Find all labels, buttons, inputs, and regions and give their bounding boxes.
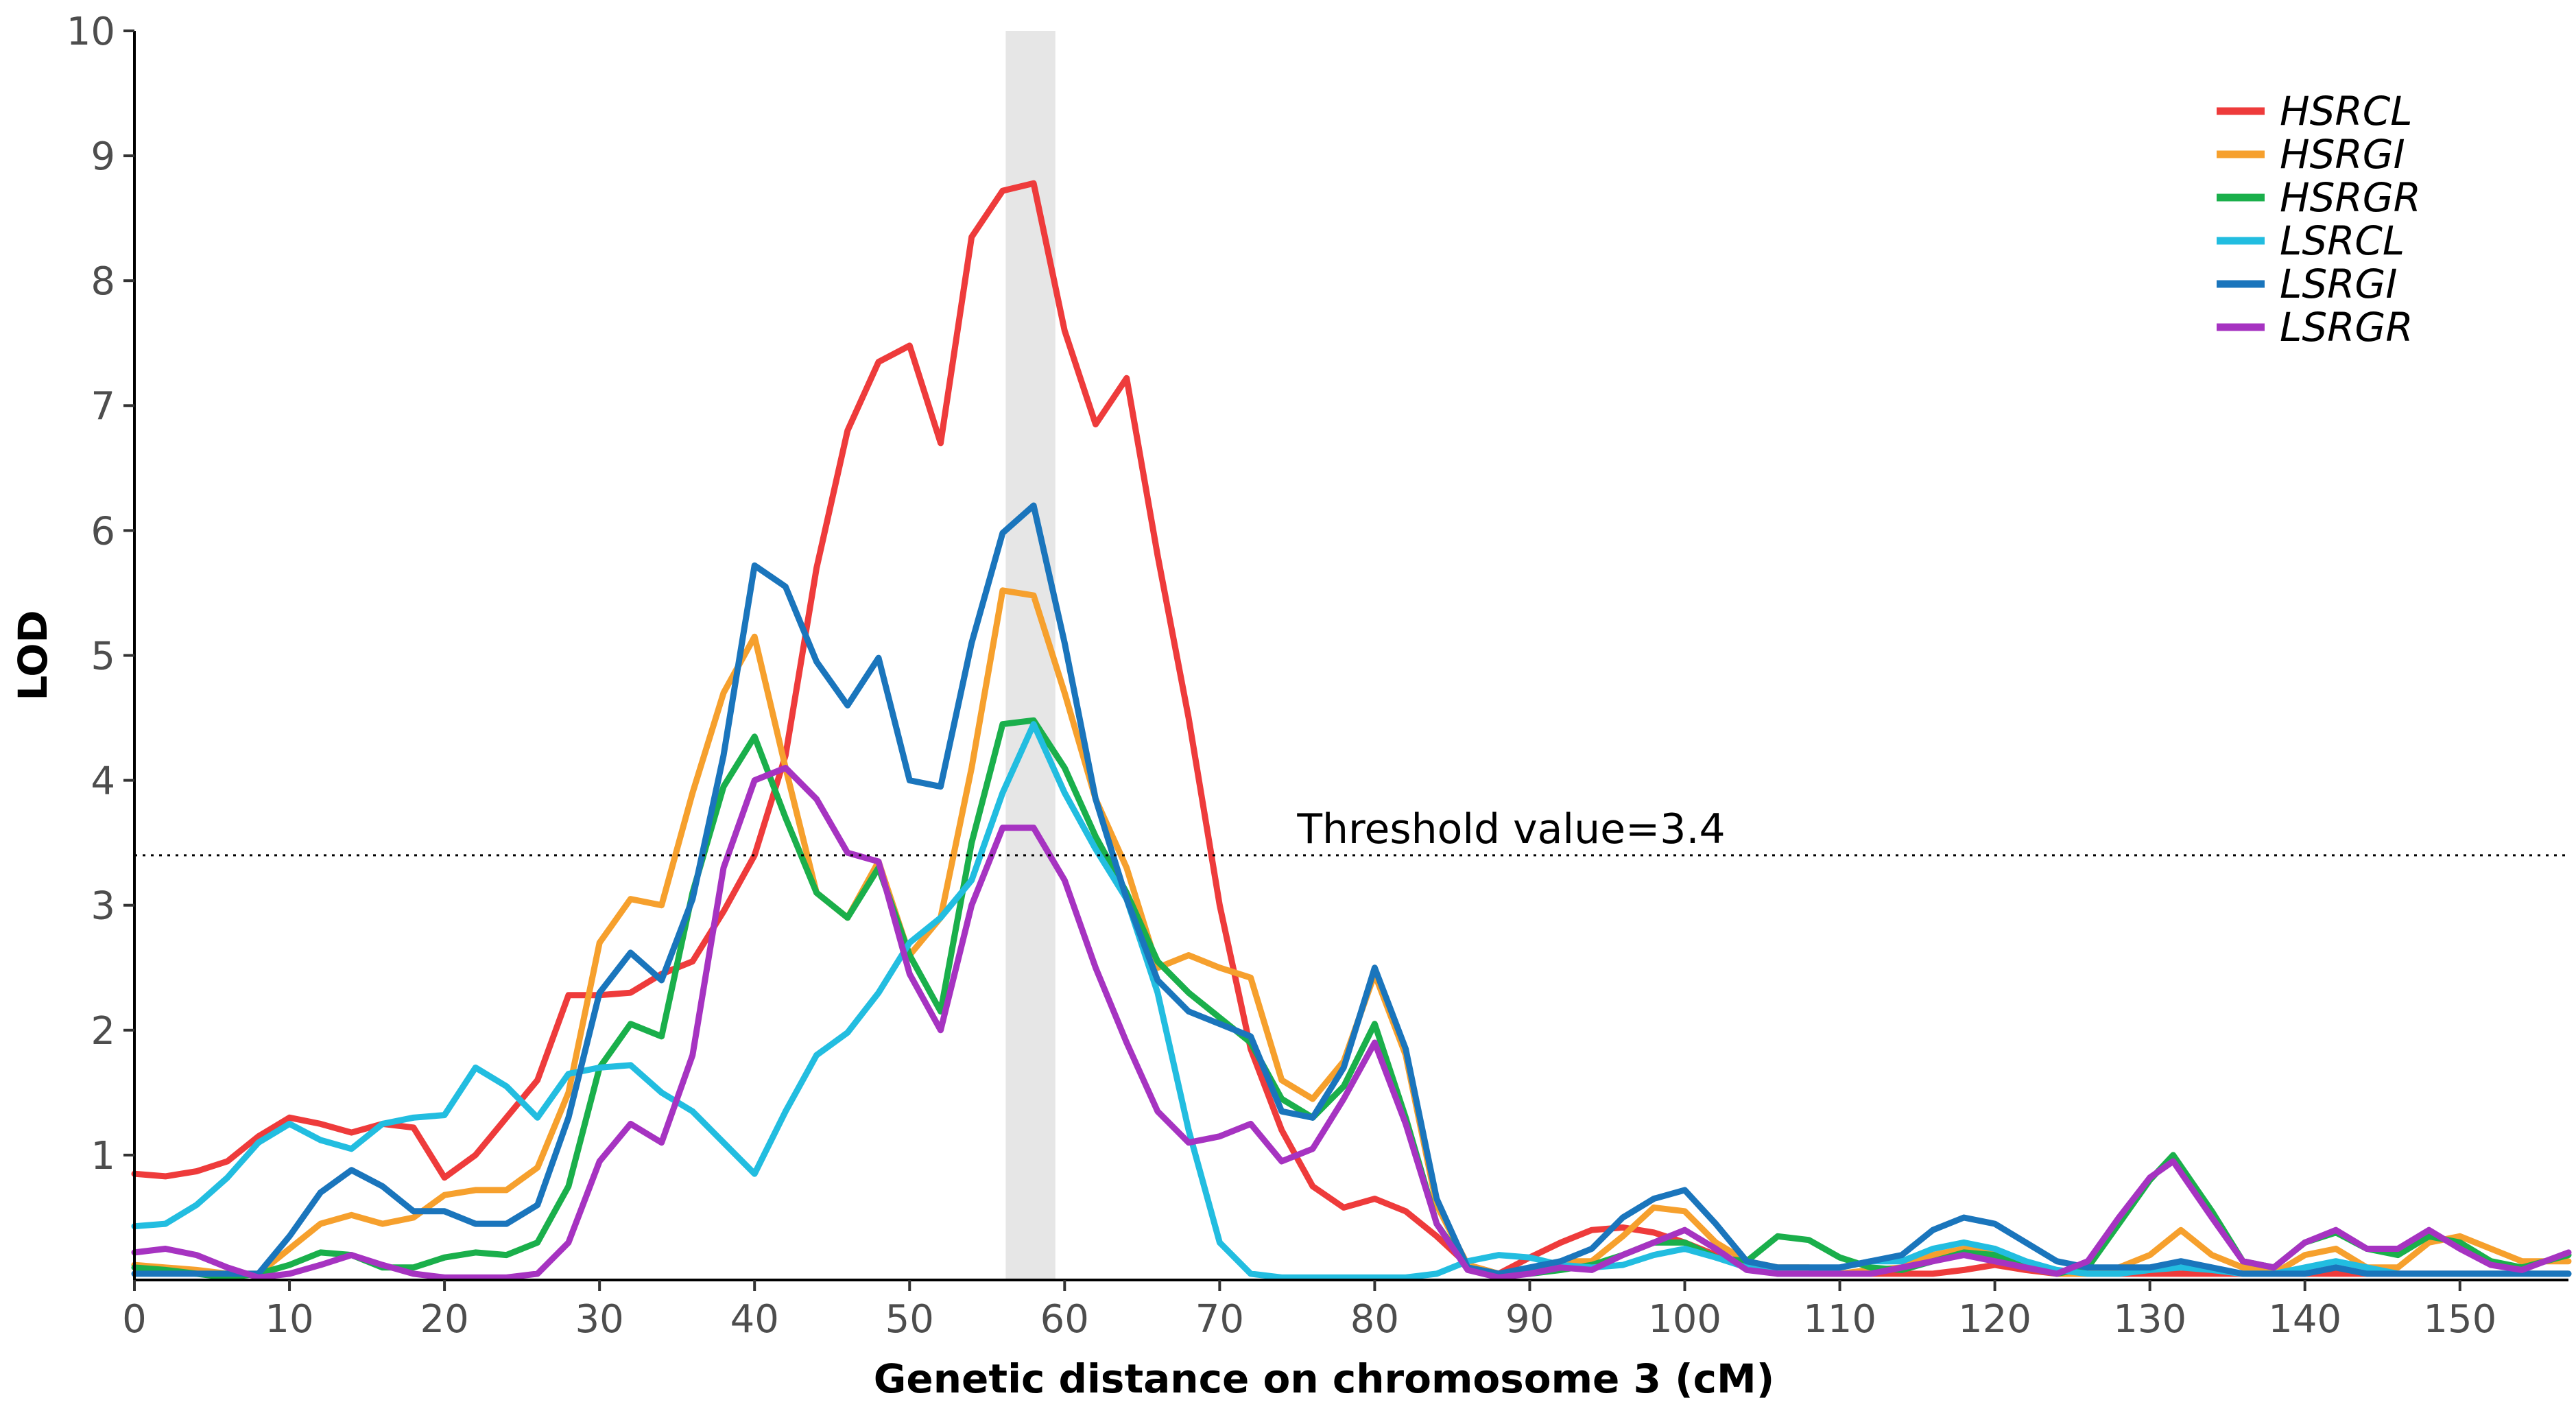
legend-label-hsrgr: HSRGR <box>2280 174 2421 221</box>
y-tick-label: 10 <box>67 10 115 54</box>
legend-label-hsrgi: HSRGI <box>2280 131 2405 178</box>
x-tick-label: 70 <box>1195 1297 1244 1342</box>
x-tick-label: 130 <box>2113 1297 2186 1342</box>
y-tick-label: 9 <box>91 134 115 179</box>
y-axis-title: LOD <box>10 610 56 700</box>
x-tick-label: 120 <box>1958 1297 2031 1342</box>
x-tick-label: 140 <box>2268 1297 2341 1342</box>
y-tick-label: 5 <box>91 635 115 679</box>
legend-label-lsrgi: LSRGI <box>2280 261 2397 307</box>
x-tick-label: 0 <box>122 1297 147 1342</box>
y-tick-label: 8 <box>91 259 115 304</box>
x-axis-title: Genetic distance on chromosome 3 (cM) <box>874 1355 1774 1402</box>
legend-label-lsrcl: LSRCL <box>2280 217 2405 264</box>
x-tick-label: 40 <box>730 1297 779 1342</box>
legend-label-hsrcl: HSRCL <box>2280 88 2413 134</box>
y-tick-label: 3 <box>91 884 115 929</box>
x-tick-label: 110 <box>1803 1297 1876 1342</box>
y-tick-label: 7 <box>91 384 115 429</box>
series-line-lsrgr <box>131 764 2572 1281</box>
y-tick-label: 1 <box>91 1134 115 1178</box>
x-tick-label: 150 <box>2423 1297 2496 1342</box>
x-tick-label: 80 <box>1350 1297 1399 1342</box>
x-tick-label: 20 <box>420 1297 468 1342</box>
x-tick-label: 50 <box>885 1297 934 1342</box>
series-layer <box>131 180 2572 1281</box>
y-tick-label: 6 <box>91 509 115 554</box>
x-tick-label: 10 <box>265 1297 313 1342</box>
series-line-lsrgi <box>131 502 2572 1277</box>
x-tick-label: 30 <box>575 1297 624 1342</box>
x-tick-label: 90 <box>1505 1297 1554 1342</box>
threshold-label: Threshold value=3.4 <box>1296 805 1725 853</box>
y-axis-ticks: 1 2 3 4 5 6 7 8 9 10 <box>67 10 134 1178</box>
x-tick-label: 60 <box>1040 1297 1089 1342</box>
highlight-band <box>1005 31 1056 1280</box>
y-tick-label: 4 <box>91 759 115 804</box>
legend-label-lsrgr: LSRGR <box>2280 304 2413 351</box>
series-line-hsrcl <box>131 180 2572 1277</box>
y-tick-label: 2 <box>91 1009 115 1054</box>
x-tick-label: 100 <box>1648 1297 1721 1342</box>
x-axis-ticks: 0 10 20 30 40 50 60 70 80 90 100 110 120 130 140 150 <box>122 1280 2496 1342</box>
